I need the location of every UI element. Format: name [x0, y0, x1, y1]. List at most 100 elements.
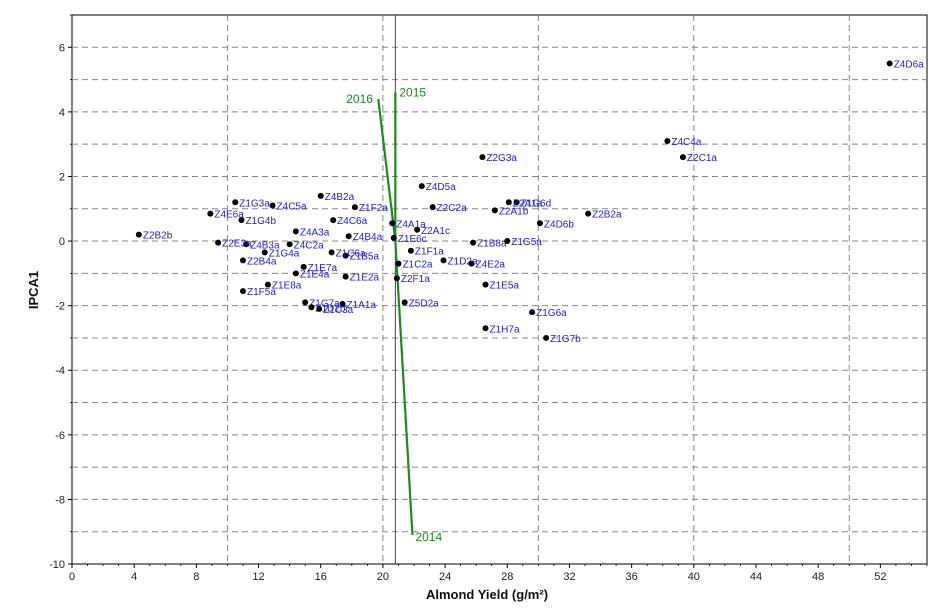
- data-point: [389, 220, 396, 227]
- x-tick-label: 4: [131, 571, 137, 583]
- data-point-label: Z1G5a: [511, 237, 542, 248]
- y-tick-label: 0: [59, 236, 65, 248]
- year-vector-label: 2014: [415, 530, 442, 544]
- data-point-label: Z4C6a: [337, 216, 367, 227]
- data-point: [232, 199, 239, 206]
- year-vector-line: [377, 98, 397, 242]
- data-point-label: Z1G7a: [309, 298, 340, 309]
- data-point: [679, 154, 686, 161]
- data-point-label: Z2B2a: [592, 210, 622, 221]
- data-point-label: Z4E6a: [214, 210, 244, 221]
- data-point-label: Z2A1b: [499, 206, 529, 217]
- year-vector-line: [394, 240, 414, 535]
- data-point: [536, 220, 543, 227]
- data-point-label: Z2B2b: [143, 231, 173, 242]
- data-point: [395, 260, 402, 267]
- x-tick-label: 0: [69, 571, 75, 583]
- data-point: [345, 233, 352, 240]
- data-point: [264, 281, 271, 288]
- data-point: [261, 249, 268, 256]
- plot-area: [71, 14, 928, 565]
- data-point-label: Z2E3a: [222, 239, 252, 250]
- data-point: [292, 228, 299, 235]
- data-point-label: Z1C2a: [402, 260, 432, 271]
- data-point: [328, 249, 335, 256]
- data-point-label: Z1E8a: [272, 281, 302, 292]
- data-point-label: Z2C1a: [687, 153, 717, 164]
- data-point-label: Z2F1a: [401, 274, 430, 285]
- data-point-label: Z1H7a: [490, 324, 520, 335]
- data-point: [243, 241, 250, 248]
- data-point: [238, 217, 245, 224]
- data-point-label: Z1G6a: [536, 308, 567, 319]
- data-point-label: Z1E4a: [300, 269, 330, 280]
- data-point-label: Z2A1c: [421, 226, 450, 237]
- data-point-label: Z4C4a: [671, 137, 701, 148]
- data-point-label: Z2C2a: [437, 203, 467, 214]
- year-vector-label: 2015: [399, 86, 426, 100]
- data-point: [401, 299, 408, 306]
- x-axis-title: Almond Yield (g/m²): [426, 587, 548, 602]
- data-point: [529, 309, 536, 316]
- data-point: [330, 217, 337, 224]
- data-point: [482, 325, 489, 332]
- data-point: [300, 263, 307, 270]
- x-tick-label: 28: [501, 571, 513, 583]
- data-point: [482, 281, 489, 288]
- data-point: [418, 183, 425, 190]
- data-point: [292, 270, 299, 277]
- data-point: [308, 304, 315, 311]
- data-point-label: Z4B2a: [325, 192, 355, 203]
- data-point: [207, 210, 214, 217]
- data-point: [429, 204, 436, 211]
- data-point-label: Z2B4a: [247, 256, 277, 267]
- y-tick-label: 6: [59, 42, 65, 54]
- data-point: [407, 247, 414, 254]
- data-point-label: Z1C3a: [323, 305, 353, 316]
- x-tick-label: 32: [563, 571, 575, 583]
- x-tick-label: 24: [439, 571, 451, 583]
- data-point: [505, 199, 512, 206]
- data-point-label: Z1G6d: [521, 198, 552, 209]
- data-point-label: Z5D2a: [409, 298, 439, 309]
- x-tick-label: 20: [377, 571, 389, 583]
- data-point-label: Z1E6c: [398, 234, 427, 245]
- x-tick-label: 44: [750, 571, 762, 583]
- y-tick-label: 2: [59, 171, 65, 183]
- data-point: [543, 334, 550, 341]
- data-point: [215, 239, 222, 246]
- data-point-label: Z1D2b: [315, 303, 345, 314]
- data-point-label: Z2A1a: [513, 198, 543, 209]
- y-axis-title: IPCA1: [26, 271, 41, 309]
- data-point-label: Z4A1a: [396, 219, 426, 230]
- y-tick-label: -6: [55, 430, 65, 442]
- year-vector-label: 2016: [346, 92, 373, 106]
- data-point-label: Z1D2a: [448, 256, 478, 267]
- data-point: [342, 252, 349, 259]
- data-point: [286, 241, 293, 248]
- data-point-label: Z4C2a: [294, 240, 324, 251]
- year-vectors: 2014 2015 2016: [346, 86, 442, 544]
- y-tick-label: 4: [59, 107, 65, 119]
- data-point: [135, 231, 142, 238]
- data-point: [269, 202, 276, 209]
- data-point-label: Z2G3a: [486, 153, 517, 164]
- data-point-label: Z1F1a: [415, 247, 444, 258]
- data-point-label: Z1C6a: [336, 248, 366, 259]
- y-tick-label: -2: [55, 301, 65, 313]
- data-point: [317, 192, 324, 199]
- x-tick-label: 40: [688, 571, 700, 583]
- data-point-label: Z1G3a: [239, 198, 270, 209]
- data-point-label: Z4D6a: [894, 59, 924, 70]
- data-point: [240, 257, 246, 264]
- data-point: [342, 273, 349, 280]
- data-point-label: Z1E2a: [350, 273, 380, 284]
- data-point-label: Z4C5a: [277, 202, 307, 213]
- data-point: [351, 204, 358, 211]
- data-point: [302, 299, 309, 306]
- data-point-label: Z1G7b: [550, 334, 581, 345]
- data-point: [316, 305, 323, 312]
- y-tick-label: -4: [55, 365, 65, 377]
- data-point: [504, 238, 511, 245]
- y-tick-label: -10: [49, 559, 65, 571]
